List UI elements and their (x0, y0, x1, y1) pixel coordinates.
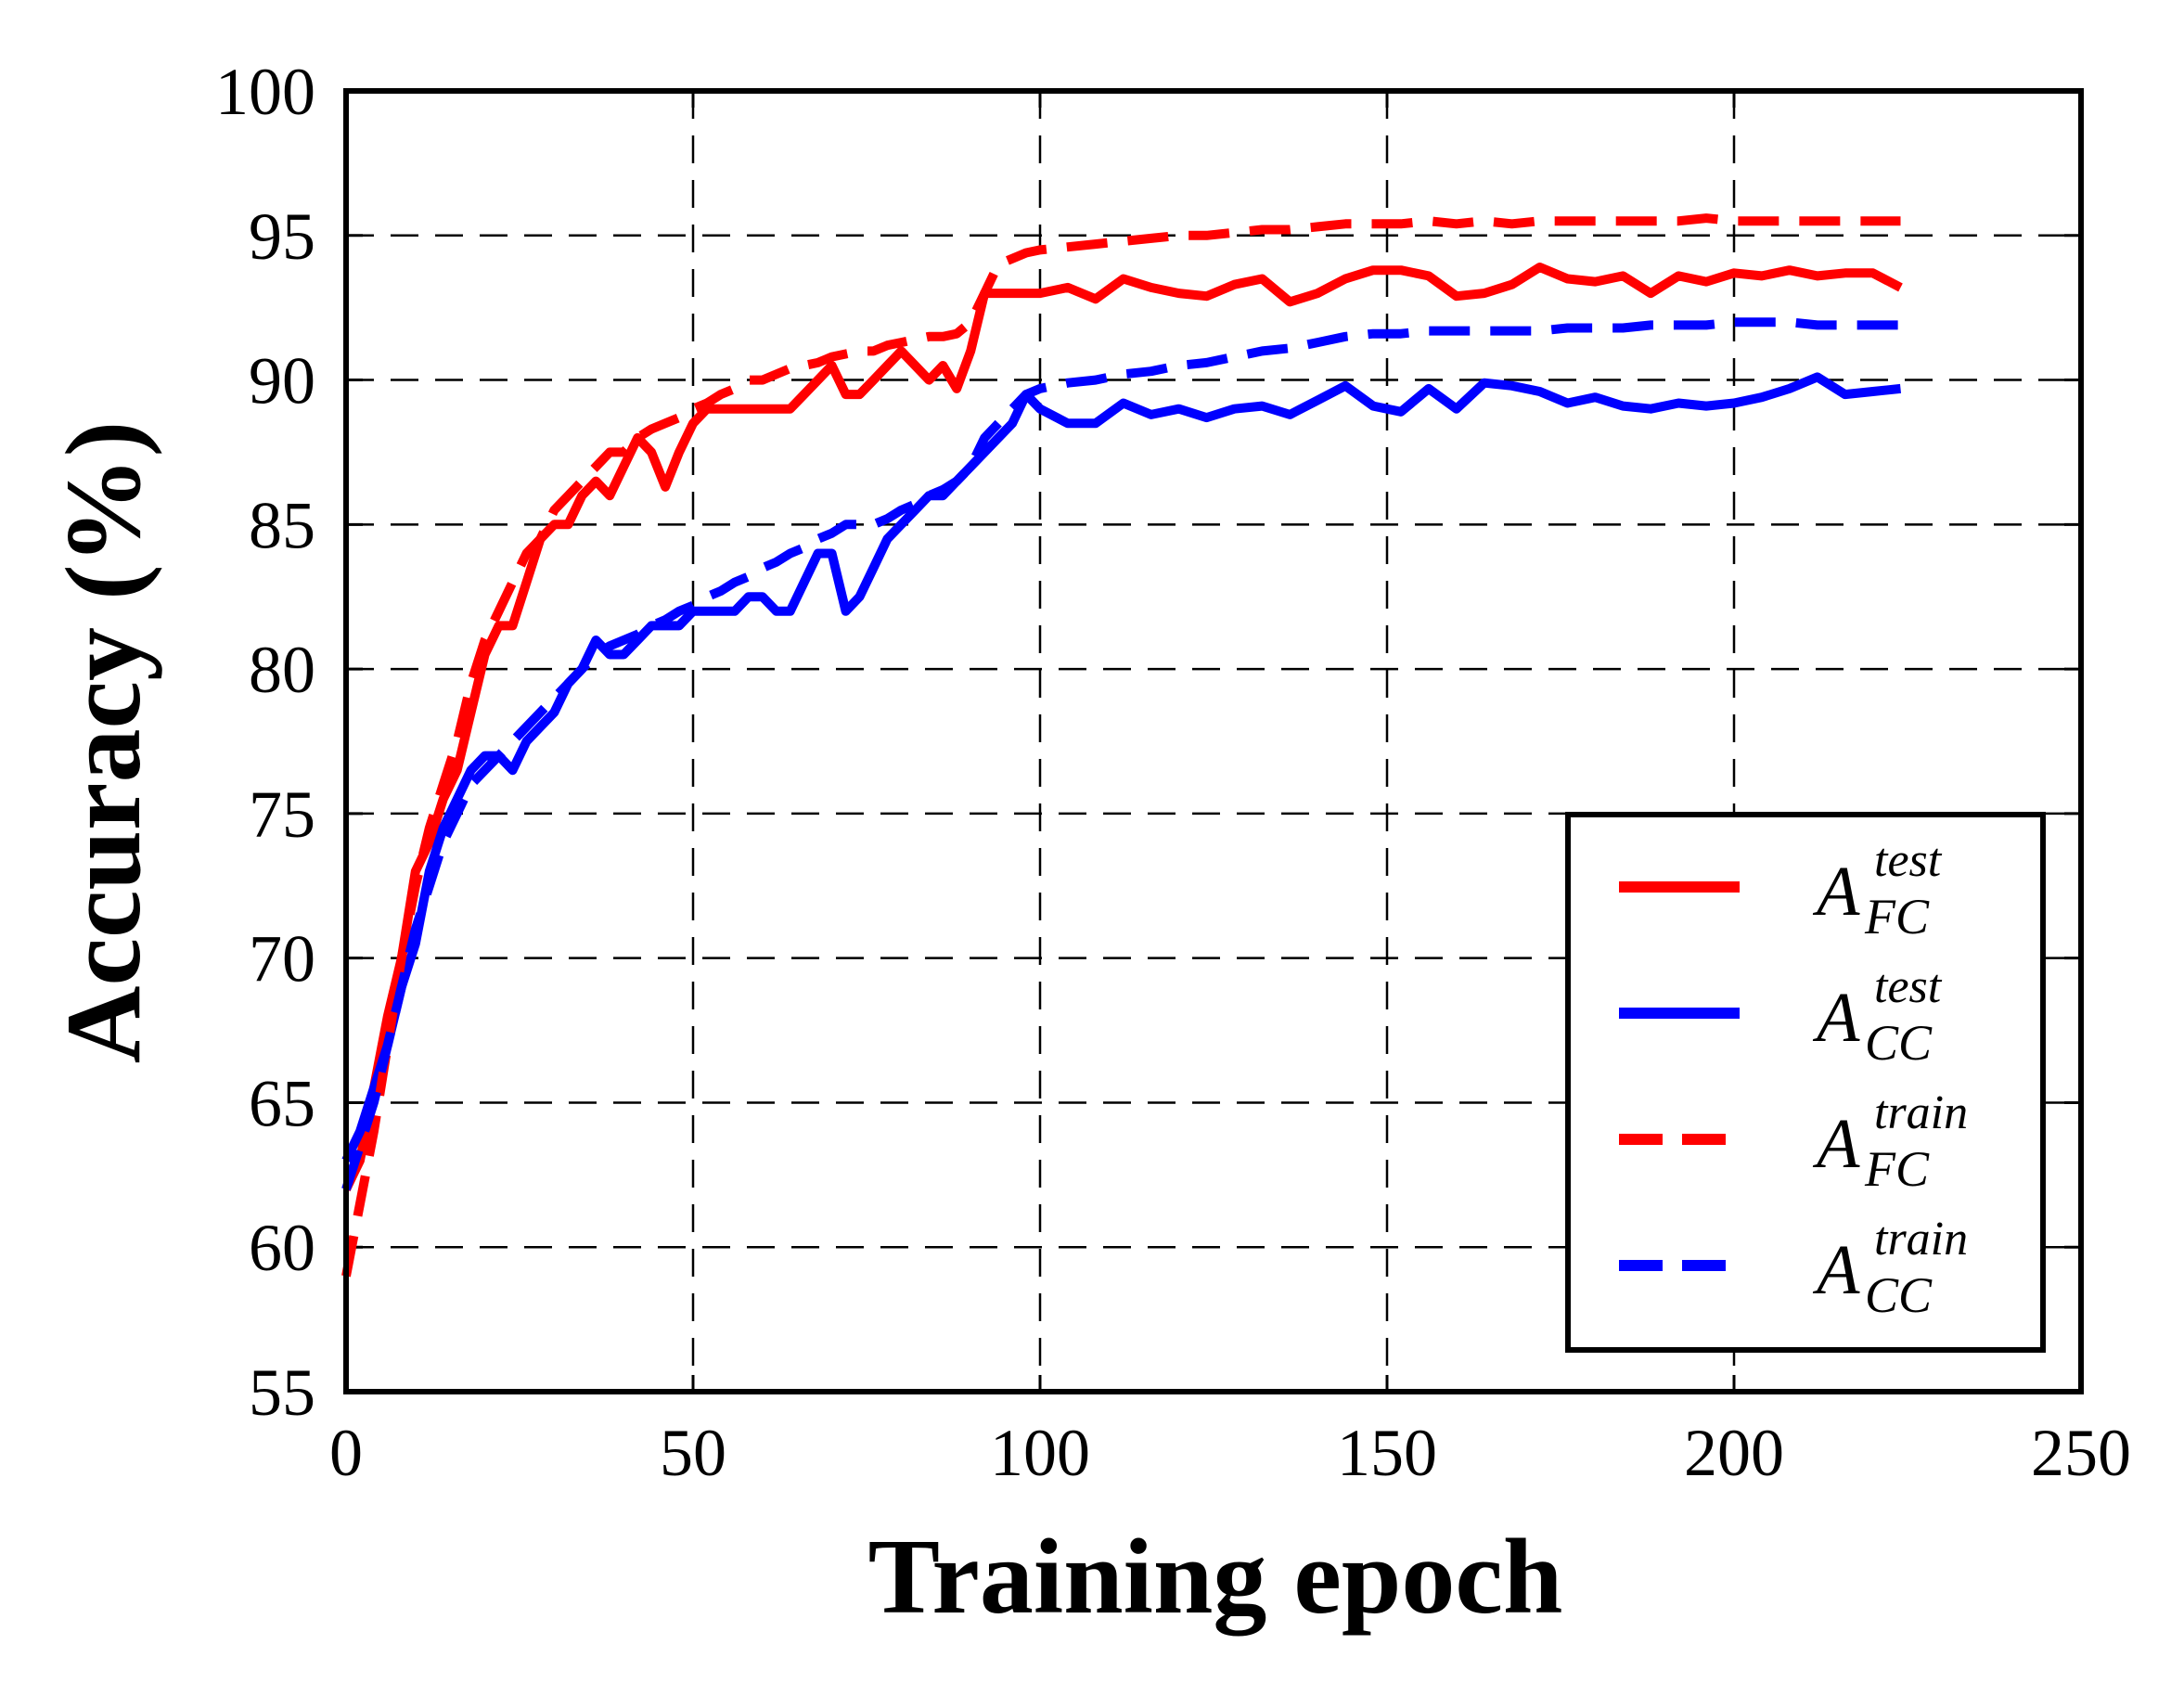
y-tick-label: 55 (249, 1355, 315, 1430)
y-tick-label: 60 (249, 1211, 315, 1285)
x-tick-labels: 0 50 100 150 200 250 (329, 1416, 2131, 1490)
legend-label-sup: test (1874, 960, 1943, 1013)
x-tick-label: 0 (329, 1416, 363, 1490)
y-tick-label: 100 (215, 55, 315, 129)
series-lines (341, 213, 1903, 1278)
legend-label-base: A (1812, 979, 1860, 1057)
y-tick-label: 80 (249, 633, 315, 707)
series-line-cc-train (341, 317, 1901, 1191)
legend-label-sup: train (1874, 1086, 1968, 1139)
y-tick-label: 65 (249, 1066, 315, 1140)
legend-label-base: A (1812, 1231, 1860, 1309)
x-tick-label: 50 (660, 1416, 726, 1490)
legend-label-sub: FC (1864, 889, 1930, 944)
x-tick-label: 150 (1337, 1416, 1437, 1490)
plot-frame (343, 88, 2084, 1394)
y-axis-title: Accuracy (%) (45, 421, 163, 1064)
legend-label-sub: CC (1865, 1267, 1933, 1323)
x-tick-label: 100 (990, 1416, 1090, 1490)
y-tick-label: 90 (249, 344, 315, 418)
y-tick-label: 85 (249, 488, 315, 562)
series-line-fc-train (341, 213, 1901, 1278)
legend-label-sup: test (1874, 834, 1943, 887)
legend-label-base: A (1812, 853, 1860, 931)
x-axis-title: Training epoch (868, 1518, 1563, 1637)
y-tick-label: 75 (249, 777, 315, 852)
x-tick-label: 250 (2031, 1416, 2131, 1490)
y-tick-label: 95 (249, 199, 315, 274)
series-line-fc-test (341, 263, 1903, 1192)
legend-label-base: A (1812, 1105, 1860, 1183)
y-tick-label: 70 (249, 922, 315, 996)
y-tick-labels: 55 60 65 70 75 80 85 90 95 100 (215, 55, 315, 1430)
legend-label-sub: FC (1864, 1141, 1930, 1197)
series-line-cc-test (341, 372, 1902, 1163)
legend-label-sub: CC (1865, 1015, 1933, 1071)
legend-label-sup: train (1874, 1213, 1968, 1265)
x-tick-label: 200 (1684, 1416, 1784, 1490)
